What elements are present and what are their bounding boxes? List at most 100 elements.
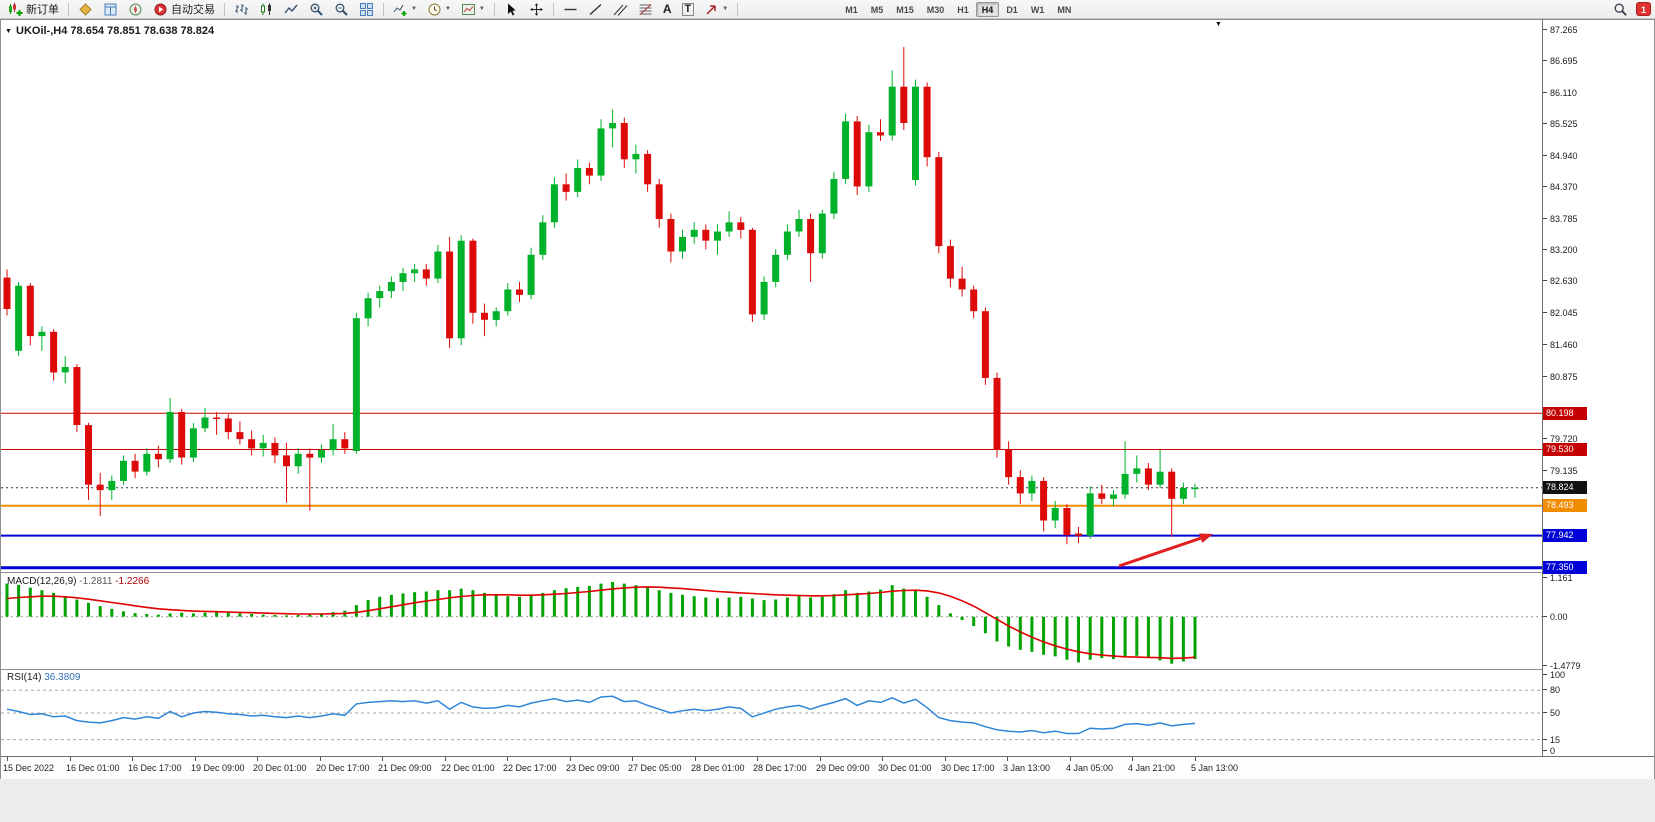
periods-button[interactable]: ▼: [423, 1, 455, 18]
time-label: 28 Dec 01:00: [691, 763, 745, 773]
fibonacci-button[interactable]: [634, 1, 657, 18]
navigator-button[interactable]: [124, 1, 147, 18]
indicators-button[interactable]: ▼: [389, 1, 421, 18]
time-label: 3 Jan 13:00: [1003, 763, 1051, 773]
time-label: 27 Dec 05:00: [628, 763, 682, 773]
candlestick-chart-button[interactable]: [255, 1, 278, 18]
new-order-icon: [9, 2, 23, 16]
zoom-out-icon: [335, 3, 348, 16]
price-chart-canvas[interactable]: [1, 20, 1542, 572]
timeframe-mn-button[interactable]: MN: [1057, 4, 1072, 15]
trend-arrow-annotation[interactable]: [1118, 533, 1213, 568]
symbol-collapse-icon[interactable]: ▼: [5, 28, 12, 35]
time-tick: [257, 757, 258, 761]
macd-scale-tick: -1.4779: [1543, 661, 1581, 671]
time-tick: [757, 757, 758, 761]
price-tick: 80.875: [1543, 372, 1578, 382]
indicators-icon: [393, 4, 407, 16]
time-tick: [570, 757, 571, 761]
time-tick: [1132, 757, 1133, 761]
rsi-indicator-label: RSI(14) 36.3809: [7, 672, 80, 683]
time-tick: [445, 757, 446, 761]
zoom-out-button[interactable]: [330, 1, 353, 18]
market-watch-icon: [79, 2, 92, 16]
notification-badge[interactable]: 1: [1636, 2, 1651, 16]
toolbar-separator: [68, 2, 69, 16]
trendline-button[interactable]: [584, 1, 607, 18]
data-window-button[interactable]: [99, 1, 122, 18]
price-tick: 83.200: [1543, 245, 1578, 255]
arrows-tool-button[interactable]: ▼: [700, 1, 732, 18]
rsi-name: RSI(14): [7, 672, 42, 683]
price-scale[interactable]: 87.265 86.695 86.110 85.525 84.940 84.370 83.7…: [1542, 20, 1654, 756]
time-tick: [1007, 757, 1008, 761]
time-label: 19 Dec 09:00: [191, 763, 245, 773]
timeframe-m30-button[interactable]: M30: [926, 4, 945, 15]
time-tick: [820, 757, 821, 761]
cursor-button[interactable]: [500, 1, 523, 18]
timeframe-h1-button[interactable]: H1: [957, 4, 969, 15]
price-line-label: 77.350: [1543, 561, 1587, 574]
timeframe-d1-button[interactable]: D1: [1006, 4, 1018, 15]
tile-windows-button[interactable]: [355, 1, 378, 18]
text-label-tool-button[interactable]: T: [678, 1, 699, 18]
crosshair-button[interactable]: [525, 1, 548, 18]
pane-splitter[interactable]: [1, 669, 1654, 670]
text-label-tool-label: T: [681, 2, 695, 16]
price-tick: 81.460: [1543, 340, 1578, 350]
time-tick: [382, 757, 383, 761]
search-button[interactable]: [1609, 1, 1632, 18]
time-label: 20 Dec 17:00: [316, 763, 370, 773]
channel-button[interactable]: [609, 1, 632, 18]
bar-chart-icon: [235, 3, 248, 15]
timeframe-h4-button[interactable]: H4: [975, 1, 1000, 17]
rsi-scale-tick: 100: [1542, 670, 1566, 680]
time-label: 4 Jan 21:00: [1128, 763, 1176, 773]
chevron-down-icon: ▼: [444, 6, 451, 12]
trendline-icon: [589, 3, 602, 15]
zoom-in-button[interactable]: [305, 1, 328, 18]
time-scale[interactable]: 15 Dec 2022 16 Dec 01:00 16 Dec 17:00 19 De…: [1, 756, 1654, 779]
horizontal-line-button[interactable]: [559, 1, 582, 18]
horizontal-line-icon: [564, 8, 577, 10]
price-tick: 84.370: [1543, 182, 1578, 192]
pane-splitter[interactable]: [1, 572, 1654, 573]
market-watch-button[interactable]: [74, 1, 97, 18]
templates-button[interactable]: ▼: [457, 1, 489, 18]
channel-icon: [613, 4, 628, 16]
new-order-button[interactable]: 新订单: [4, 1, 63, 18]
rsi-pane-canvas[interactable]: [1, 670, 1542, 756]
timeframe-w1-button[interactable]: W1: [1030, 4, 1045, 15]
auto-trading-button[interactable]: 自动交易: [149, 1, 219, 18]
timeframe-m15-button[interactable]: M15: [896, 4, 914, 15]
price-tick: 86.695: [1543, 56, 1578, 66]
auto-trading-icon: [154, 3, 167, 15]
line-chart-button[interactable]: [280, 1, 303, 18]
macd-pane-canvas[interactable]: [1, 573, 1542, 669]
time-tick: [945, 757, 946, 761]
time-label: 30 Dec 01:00: [878, 763, 932, 773]
candlestick-chart-icon: [261, 3, 271, 15]
bar-chart-button[interactable]: [230, 1, 253, 18]
macd-signal-value: -1.2266: [115, 576, 150, 587]
timeframe-m1-button[interactable]: M1: [845, 4, 858, 15]
main-toolbar: 新订单 自动交易: [0, 0, 1655, 19]
timeframe-m5-button[interactable]: M5: [870, 4, 884, 15]
new-order-label: 新订单: [26, 4, 59, 16]
price-line-label: 78.824: [1543, 481, 1587, 494]
price-tick: 82.630: [1543, 276, 1578, 286]
chart-symbol-period: UKOil-,H4: [16, 25, 68, 37]
macd-signal-line: [6, 586, 1196, 660]
macd-histogram: [5, 581, 1197, 664]
data-window-icon: [104, 3, 117, 15]
time-label: 5 Jan 13:00: [1191, 763, 1239, 773]
toolbar-separator: [552, 2, 554, 16]
rsi-value: 36.3809: [44, 672, 81, 683]
arrow-shape-icon: [706, 4, 717, 15]
price-tick: 79.135: [1543, 466, 1578, 476]
toolbar-right-group: 1: [1609, 1, 1651, 18]
navigator-icon: [129, 3, 142, 15]
chart-shift-marker[interactable]: ▼: [1215, 21, 1222, 28]
text-tool-button[interactable]: A: [659, 1, 676, 18]
time-label: 22 Dec 01:00: [441, 763, 495, 773]
